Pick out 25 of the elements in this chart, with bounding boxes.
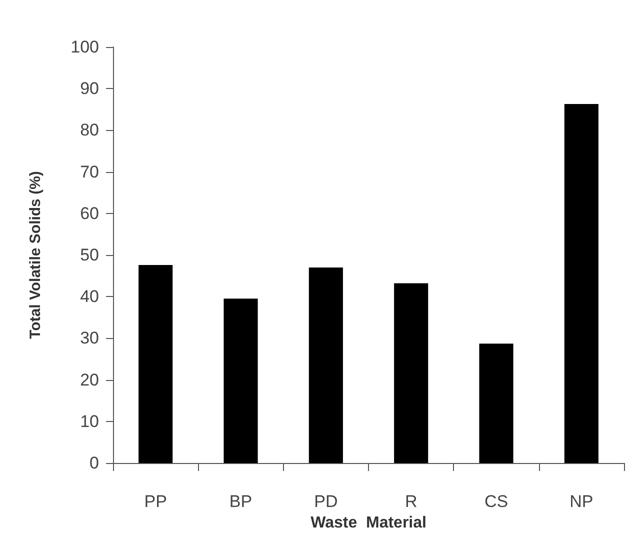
x-tick-label: PP xyxy=(144,492,167,511)
y-tick-label: 50 xyxy=(80,246,99,264)
bar xyxy=(479,344,514,463)
y-tick-label: 20 xyxy=(80,370,99,390)
y-tick-label: 0 xyxy=(90,454,99,472)
bar xyxy=(394,283,428,463)
bar xyxy=(224,298,258,463)
y-tick-label: 80 xyxy=(80,120,99,140)
y-tick-label: 100 xyxy=(70,38,99,56)
y-tick-label: 10 xyxy=(80,412,99,431)
bar xyxy=(308,267,343,463)
y-axis-title: Total Volatile Solids (%) xyxy=(27,171,44,339)
y-tick-label: 30 xyxy=(80,328,99,348)
x-tick-label: PD xyxy=(314,492,338,511)
bar xyxy=(138,264,173,463)
x-tick-label: NP xyxy=(570,492,594,511)
x-axis-title: Waste Material xyxy=(310,514,426,532)
y-tick-label: 70 xyxy=(80,162,99,182)
y-tick-label: 60 xyxy=(80,204,99,223)
x-tick-label: R xyxy=(404,492,418,511)
bar xyxy=(564,104,598,463)
x-tick-label: CS xyxy=(484,492,508,511)
y-tick-label: 40 xyxy=(80,287,99,306)
y-tick-label: 90 xyxy=(80,79,99,98)
x-tick-label: BP xyxy=(229,492,252,511)
